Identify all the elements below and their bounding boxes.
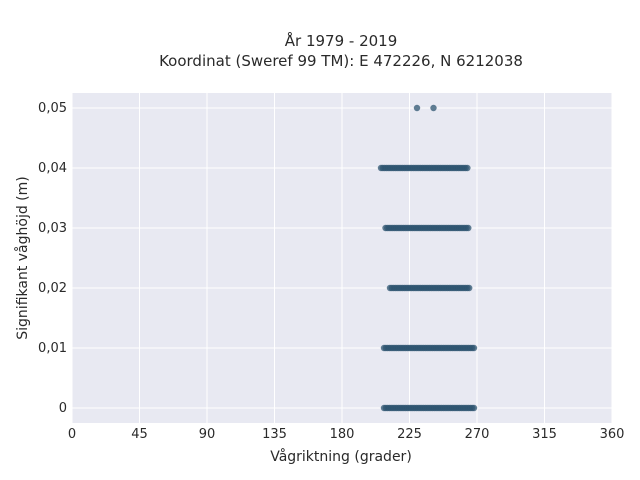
data-points — [377, 104, 478, 412]
chart-title-line-1: År 1979 - 2019 — [285, 31, 398, 50]
y-tick-label: 0 — [59, 401, 67, 416]
y-tick-label: 0,02 — [38, 281, 67, 296]
x-tick-label: 135 — [262, 427, 287, 442]
y-tick-labels: 0 0,01 0,02 0,03 0,04 0,05 — [38, 101, 67, 416]
data-point — [430, 104, 437, 112]
y-tick-label: 0,04 — [38, 161, 67, 176]
y-tick-label: 0,05 — [38, 101, 67, 116]
y-axis-label: Signifikant våghöjd (m) — [14, 176, 31, 339]
data-point — [464, 164, 471, 172]
x-tick-label: 0 — [68, 427, 76, 442]
x-tick-label: 90 — [199, 427, 216, 442]
data-point — [470, 404, 478, 412]
x-axis-label: Vågriktning (grader) — [270, 448, 412, 465]
x-tick-label: 225 — [397, 427, 422, 442]
x-tick-label: 315 — [532, 427, 557, 442]
data-point — [465, 224, 472, 232]
data-point — [413, 104, 421, 112]
x-tick-label: 180 — [330, 427, 355, 442]
data-point — [466, 284, 473, 292]
x-tick-label: 270 — [465, 427, 490, 442]
grid-lines — [71, 93, 613, 423]
y-tick-label: 0,01 — [38, 341, 67, 356]
x-tick-label: 45 — [131, 427, 148, 442]
x-tick-label: 360 — [600, 427, 625, 442]
data-point — [470, 344, 478, 352]
chart-title-line-2: Koordinat (Sweref 99 TM): E 472226, N 62… — [159, 52, 523, 70]
x-tick-labels: 0 45 90 135 180 225 270 315 360 — [68, 427, 625, 442]
y-tick-label: 0,03 — [38, 221, 67, 236]
